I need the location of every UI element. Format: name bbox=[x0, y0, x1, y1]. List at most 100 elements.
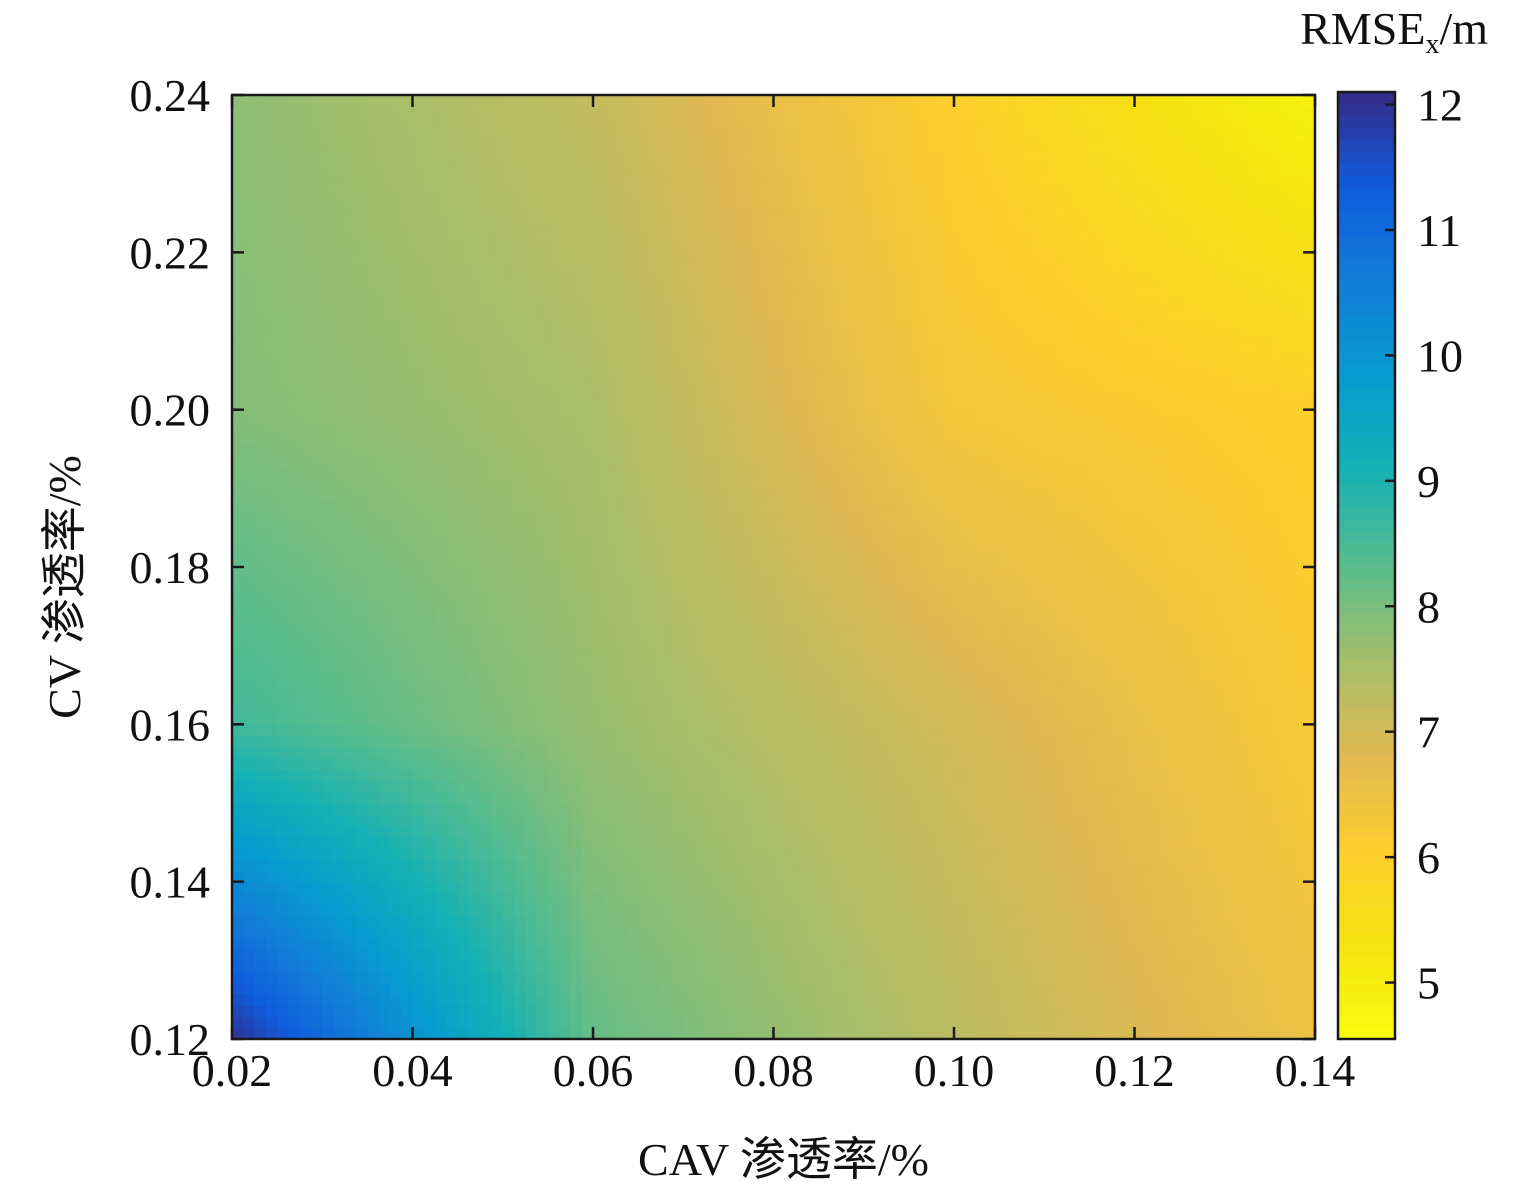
heatmap-cell bbox=[886, 308, 899, 321]
heatmap-cell bbox=[660, 567, 673, 579]
heatmap-cell bbox=[852, 229, 865, 242]
heatmap-cell bbox=[333, 117, 346, 130]
heatmap-cell bbox=[660, 420, 673, 433]
heatmap-cell bbox=[412, 139, 425, 152]
heatmap-cell bbox=[649, 409, 662, 422]
heatmap-cell bbox=[412, 420, 425, 433]
heatmap-cell bbox=[389, 409, 402, 422]
heatmap-cell bbox=[299, 398, 312, 411]
heatmap-cell bbox=[852, 780, 865, 793]
heatmap-cell bbox=[604, 847, 617, 860]
heatmap-cell bbox=[310, 477, 323, 489]
heatmap-cell bbox=[717, 937, 729, 950]
heatmap-cell bbox=[367, 454, 380, 467]
heatmap-cell bbox=[468, 319, 481, 332]
heatmap-cell bbox=[886, 465, 899, 478]
heatmap-cell bbox=[547, 286, 560, 298]
heatmap-cell bbox=[841, 600, 854, 613]
heatmap-cell bbox=[694, 870, 707, 883]
heatmap-cell bbox=[886, 297, 899, 310]
heatmap-cell bbox=[446, 780, 459, 793]
heatmap-cell bbox=[796, 331, 808, 343]
heatmap-cell bbox=[671, 645, 684, 658]
heatmap-cell bbox=[480, 331, 493, 343]
heatmap-cell bbox=[581, 409, 594, 422]
heatmap-cell bbox=[525, 196, 538, 208]
heatmap-cell bbox=[378, 600, 391, 613]
heatmap-cell bbox=[683, 982, 696, 995]
heatmap-cell bbox=[671, 881, 684, 894]
heatmap-cell bbox=[671, 611, 684, 624]
heatmap-cell bbox=[671, 555, 684, 568]
heatmap-cell bbox=[841, 375, 854, 388]
heatmap-cell bbox=[593, 297, 605, 310]
heatmap-cell bbox=[265, 128, 278, 141]
heatmap-cell bbox=[773, 746, 786, 759]
heatmap-cell bbox=[322, 207, 335, 220]
heatmap-cell bbox=[536, 611, 549, 624]
heatmap-cell bbox=[773, 499, 786, 512]
heatmap-cell bbox=[435, 297, 447, 310]
heatmap-cell bbox=[514, 949, 526, 961]
heatmap-cell bbox=[299, 847, 312, 860]
heatmap-cell bbox=[525, 656, 538, 669]
heatmap-cell bbox=[739, 184, 752, 197]
heatmap-cell bbox=[671, 420, 684, 433]
heatmap-cell bbox=[796, 319, 808, 332]
heatmap-cell bbox=[333, 274, 346, 287]
heatmap-cell bbox=[570, 297, 583, 310]
heatmap-cell bbox=[457, 758, 470, 770]
heatmap-cell bbox=[717, 926, 729, 939]
heatmap-cell bbox=[389, 892, 402, 905]
heatmap-cell bbox=[288, 387, 301, 400]
heatmap-cell bbox=[423, 735, 436, 748]
heatmap-cell bbox=[818, 139, 831, 152]
heatmap-cell bbox=[265, 836, 278, 849]
heatmap-cell bbox=[717, 814, 729, 827]
heatmap-cell bbox=[660, 724, 673, 737]
heatmap-cell bbox=[344, 286, 357, 298]
heatmap-cell bbox=[514, 994, 526, 1006]
heatmap-cell bbox=[502, 207, 515, 220]
heatmap-cell bbox=[378, 1016, 391, 1029]
heatmap-cell bbox=[671, 229, 684, 242]
heatmap-cell bbox=[333, 409, 346, 422]
heatmap-cell bbox=[807, 117, 820, 130]
heatmap-cell bbox=[841, 724, 854, 737]
heatmap-cell bbox=[593, 623, 605, 636]
heatmap-cell bbox=[514, 432, 526, 444]
heatmap-cell bbox=[457, 151, 470, 164]
heatmap-cell bbox=[254, 353, 267, 366]
heatmap-cell bbox=[863, 892, 876, 905]
heatmap-cell bbox=[762, 847, 775, 860]
heatmap-cell bbox=[728, 578, 741, 591]
heatmap-cell bbox=[829, 567, 842, 579]
heatmap-cell bbox=[739, 679, 752, 692]
heatmap-cell bbox=[559, 286, 572, 298]
heatmap-cell bbox=[536, 286, 549, 298]
heatmap-cell bbox=[593, 544, 605, 557]
heatmap-cell bbox=[796, 95, 808, 107]
heatmap-cell bbox=[344, 578, 357, 591]
heatmap-cell bbox=[401, 881, 414, 894]
heatmap-cell bbox=[435, 701, 447, 714]
heatmap-cell bbox=[875, 645, 887, 658]
heatmap-cell bbox=[547, 600, 560, 613]
heatmap-cell bbox=[694, 611, 707, 624]
heatmap-cell bbox=[322, 769, 335, 782]
heatmap-cell bbox=[773, 286, 786, 298]
heatmap-cell bbox=[536, 949, 549, 961]
heatmap-cell bbox=[367, 173, 380, 186]
heatmap-cell bbox=[649, 701, 662, 714]
heatmap-cell bbox=[773, 555, 786, 568]
heatmap-cell bbox=[525, 342, 538, 355]
heatmap-cell bbox=[232, 1016, 244, 1029]
heatmap-cell bbox=[852, 791, 865, 804]
heatmap-cell bbox=[322, 184, 335, 197]
heatmap-cell bbox=[423, 803, 436, 815]
heatmap-cell bbox=[525, 409, 538, 422]
heatmap-cell bbox=[875, 690, 887, 703]
heatmap-cell bbox=[615, 331, 628, 343]
heatmap-cell bbox=[852, 241, 865, 253]
heatmap-cell bbox=[773, 971, 786, 984]
